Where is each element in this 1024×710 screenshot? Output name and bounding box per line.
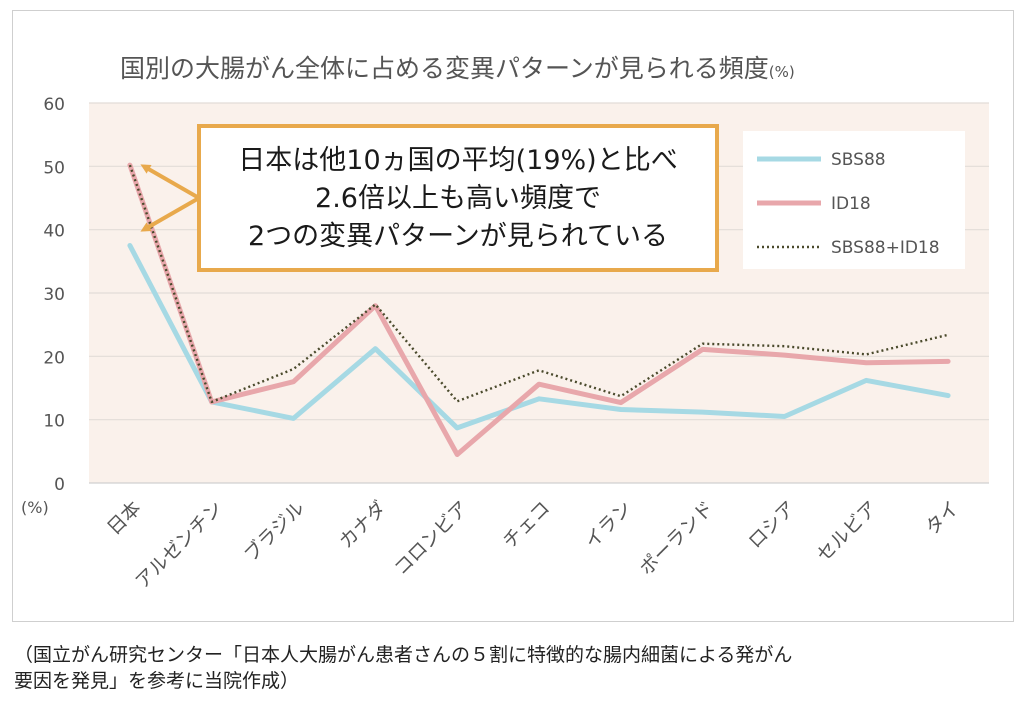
y-tick-label: 60 <box>43 95 65 115</box>
y-axis-ticks: 0 10 20 30 40 50 60 <box>43 95 65 495</box>
x-tick-label: アルゼンチン <box>131 497 227 593</box>
chart-svg: 国別の大腸がん全体に占める変異パターンが見られる頻度(%) 0102030405… <box>21 54 989 593</box>
x-tick-label: 日本 <box>103 497 145 539</box>
y-tick-label: 30 <box>43 285 65 305</box>
x-tick-label: カナダ <box>335 497 391 553</box>
annotation-arrow <box>140 164 200 200</box>
annotation-box <box>197 124 719 272</box>
x-tick-label: チェコ <box>499 497 555 553</box>
annotation-line-2: 2.6倍以上も高い頻度で <box>315 183 601 214</box>
legend-box <box>743 131 965 269</box>
y-tick-label: 20 <box>43 348 65 368</box>
legend-label: SBS88+ID18 <box>831 238 940 258</box>
annotation-line-3: 2つの変異パターンが見られている <box>248 221 668 252</box>
x-tick-label: ブラジル <box>239 496 309 566</box>
x-tick-label: ロシア <box>744 497 800 553</box>
chart-title-main: 国別の大腸がん全体に占める変異パターンが見られる頻度 <box>120 54 769 83</box>
chart-title: 国別の大腸がん全体に占める変異パターンが見られる頻度(%) <box>120 54 795 83</box>
annotation-arrow <box>140 196 200 232</box>
y-axis-unit-label: (%) <box>21 498 49 517</box>
y-tick-label: 10 <box>43 412 65 432</box>
legend-label: SBS88 <box>831 150 886 170</box>
chart-title-unit: (%) <box>769 63 795 81</box>
y-tick-label: 0 <box>54 475 65 495</box>
annotation: 日本は他10ヵ国の平均(19%)と比べ 2.6倍以上も高い頻度で 2つの変異パターン… <box>140 124 719 272</box>
x-tick-label: イラン <box>580 497 636 553</box>
x-tick-label: コロンビア <box>390 497 473 580</box>
series-line-sbs88 <box>127 243 951 431</box>
legend-label: ID18 <box>831 194 871 214</box>
source-note: （国立がん研究センター「日本人大腸がん患者さんの５割に特徴的な腸内細菌による発が… <box>14 644 793 692</box>
legend: SBS88 ID18 SBS88+ID18 <box>743 131 965 269</box>
x-tick-label: セルビア <box>813 497 882 566</box>
y-tick-label: 50 <box>43 158 65 178</box>
series-line-id18 <box>127 162 951 457</box>
annotation-line-1: 日本は他10ヵ国の平均(19%)と比べ <box>238 145 677 176</box>
x-tick-label: タイ <box>921 497 963 539</box>
x-tick-label: ポーランド <box>635 497 718 580</box>
series-lines <box>127 162 951 457</box>
y-tick-label: 40 <box>43 222 65 242</box>
chart-frame: 国別の大腸がん全体に占める変異パターンが見られる頻度(%) 0 10 20 30 40 5… <box>12 10 1014 622</box>
